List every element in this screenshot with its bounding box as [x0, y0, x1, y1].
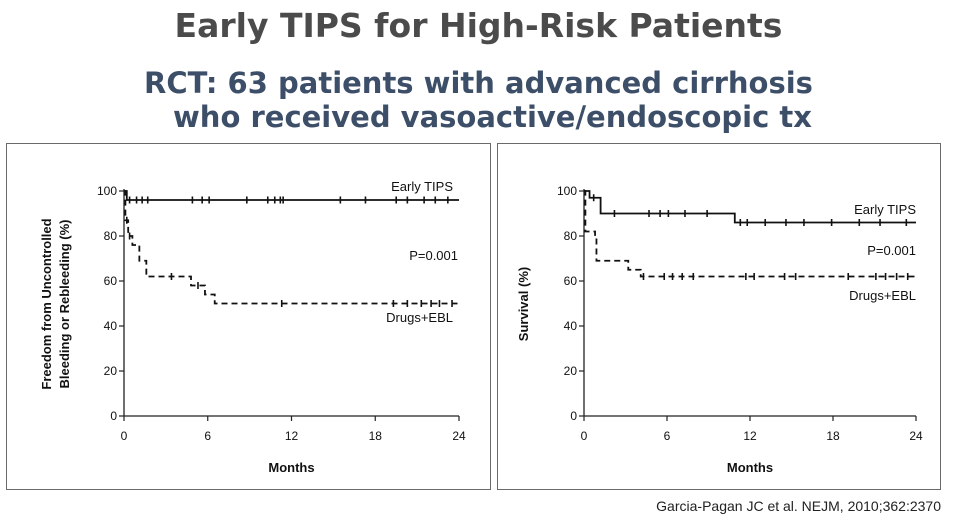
x-tick-label: 24 [909, 429, 923, 443]
y-tick-label: 40 [104, 319, 118, 333]
series-label: Drugs+EBL [386, 310, 453, 325]
x-tick-label: 12 [743, 429, 757, 443]
chart-panel-rebleeding: 0 20 40 60 80 100 0 6 12 18 24 Months Freedom from U… [6, 143, 491, 490]
y-tick-label: 100 [97, 184, 117, 198]
x-tick-label: 0 [121, 429, 128, 443]
x-tick-label: 6 [204, 429, 211, 443]
y-tick-label: 60 [564, 274, 578, 288]
y-tick-label: 0 [110, 409, 117, 423]
x-tick-label: 12 [285, 429, 299, 443]
chart-panel-survival: 0 20 40 60 80 100 0 6 12 18 24 Months Survival (%) Ea… [497, 143, 941, 490]
p-value-annotation: P=0.001 [409, 248, 458, 263]
series-label: Early TIPS [391, 179, 453, 194]
y-axis-label: Survival (%) [516, 267, 531, 341]
y-axis-label: Freedom from Uncontrolled [39, 218, 54, 389]
rebleeding-km-chart: 0 20 40 60 80 100 0 6 12 18 24 Months Freedom from U… [39, 179, 466, 475]
x-axis-label: Months [268, 460, 314, 475]
series-line-drugs-ebl [584, 190, 916, 278]
y-tick-label: 0 [570, 409, 577, 423]
series-line-drugs-ebl [124, 190, 459, 305]
x-tick-label: 18 [369, 429, 383, 443]
series-label: Early TIPS [854, 202, 916, 217]
x-tick-label: 0 [581, 429, 588, 443]
slide-title: Early TIPS for High-Risk Patients [174, 6, 783, 45]
slide-subtitle-line1: RCT: 63 patients with advanced cirrhosis [144, 66, 813, 100]
x-axis-label: Months [727, 460, 773, 475]
y-tick-label: 80 [104, 229, 118, 243]
x-tick-label: 24 [452, 429, 466, 443]
slide-subtitle-line2: who received vasoactive/endoscopic tx [173, 100, 812, 134]
y-tick-label: 100 [557, 184, 577, 198]
y-tick-label: 60 [104, 274, 118, 288]
series-label: Drugs+EBL [849, 288, 916, 303]
y-tick-label: 80 [564, 229, 578, 243]
survival-km-chart: 0 20 40 60 80 100 0 6 12 18 24 Months Survival (%) Ea… [516, 184, 923, 475]
x-tick-label: 18 [826, 429, 840, 443]
y-tick-label: 20 [564, 364, 578, 378]
y-tick-label: 40 [564, 319, 578, 333]
series-line-early-tips [584, 190, 916, 224]
p-value-annotation: P=0.001 [867, 243, 916, 258]
y-axis-label: Bleeding or Rebleeding (%) [57, 219, 72, 388]
x-tick-label: 6 [664, 429, 671, 443]
y-tick-label: 20 [104, 364, 118, 378]
citation: Garcia-Pagan JC et al. NEJM, 2010;362:23… [656, 498, 941, 514]
